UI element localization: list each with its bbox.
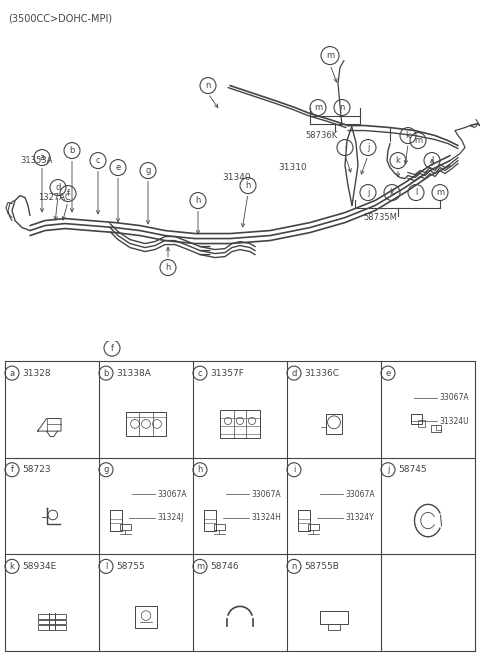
Text: j: j [367,143,369,152]
Bar [37,614,66,619]
Text: (3500CC>DOHC-MPI): (3500CC>DOHC-MPI) [8,14,112,24]
Text: b: b [69,146,75,155]
Text: 31340: 31340 [222,173,251,182]
Bar [431,425,441,432]
Text: 58735M: 58735M [363,213,397,222]
Text: 58934E: 58934E [22,562,56,571]
Text: a: a [39,153,45,162]
Text: g: g [103,465,108,474]
Text: h: h [165,263,171,272]
Bar [109,510,121,531]
Text: k: k [396,156,400,165]
Text: l: l [415,188,417,197]
Text: n: n [339,103,345,112]
Text: m: m [436,188,444,197]
Text: 1327AC: 1327AC [38,193,71,202]
Text: j: j [367,188,369,197]
Text: f: f [67,189,70,198]
Text: 31336C: 31336C [304,369,339,378]
Text: 33067A: 33067A [439,394,469,402]
Text: 58723: 58723 [22,465,50,474]
Text: f: f [11,465,13,474]
Text: 58736K: 58736K [305,131,337,140]
Text: i: i [293,465,295,474]
Text: i: i [344,143,346,152]
Text: g: g [145,166,151,175]
Text: 58745: 58745 [398,465,427,474]
Text: a: a [10,369,14,378]
Bar [37,620,66,625]
Bar [411,414,422,424]
Text: k: k [390,188,395,197]
Text: d: d [55,183,60,192]
Bar [298,510,310,531]
Text: f: f [110,344,113,353]
Bar [418,420,425,426]
Text: m: m [326,51,334,60]
Bar [214,523,225,529]
Text: h: h [197,465,203,474]
Text: j: j [387,465,389,474]
Bar [120,523,131,529]
Text: b: b [103,369,108,378]
Text: d: d [291,369,297,378]
Text: m: m [196,562,204,571]
Text: 31353A: 31353A [20,156,52,165]
Text: 31324Y: 31324Y [345,513,374,522]
Bar [326,415,342,434]
Text: 58746: 58746 [210,562,239,571]
Text: m: m [314,103,322,112]
Text: 31324H: 31324H [252,513,281,522]
Text: 58755: 58755 [116,562,145,571]
Text: h: h [195,196,201,205]
Bar [37,626,66,630]
Text: 31324J: 31324J [157,513,184,522]
Text: k: k [10,562,14,571]
Text: e: e [385,369,391,378]
Bar [220,410,260,438]
Text: 31328: 31328 [22,369,50,378]
Text: 31357F: 31357F [210,369,244,378]
Text: k: k [406,131,410,140]
Text: m: m [414,136,422,145]
Text: l: l [105,562,107,571]
Text: 31310: 31310 [278,163,307,172]
Bar [320,611,348,624]
Bar [126,412,166,436]
Bar [204,510,216,531]
Text: n: n [205,81,211,90]
Text: h: h [245,181,251,190]
Text: c: c [96,156,100,165]
Text: 33067A: 33067A [157,490,187,499]
Text: 33067A: 33067A [252,490,281,499]
Text: l: l [431,156,433,165]
Text: c: c [198,369,202,378]
Text: 31338A: 31338A [116,369,151,378]
Text: 33067A: 33067A [345,490,375,499]
Text: n: n [291,562,297,571]
Text: 58755B: 58755B [304,562,339,571]
Bar [135,606,157,628]
Text: 31324U: 31324U [439,417,469,426]
Bar [308,523,319,529]
Text: e: e [115,163,120,172]
